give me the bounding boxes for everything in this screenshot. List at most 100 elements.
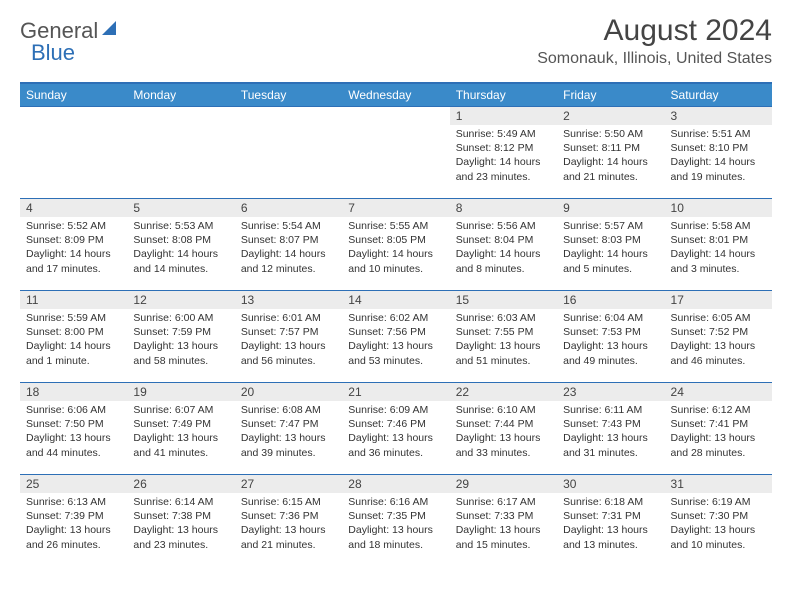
day-number: 26 bbox=[127, 475, 234, 493]
day-number: 28 bbox=[342, 475, 449, 493]
day-header: Saturday bbox=[665, 83, 772, 107]
calendar-day: 7Sunrise: 5:55 AMSunset: 8:05 PMDaylight… bbox=[342, 199, 449, 291]
day-details: Sunrise: 5:51 AMSunset: 8:10 PMDaylight:… bbox=[665, 125, 772, 188]
day-details: Sunrise: 6:14 AMSunset: 7:38 PMDaylight:… bbox=[127, 493, 234, 556]
logo-blue-line: Blue bbox=[32, 40, 75, 66]
day-details: Sunrise: 6:17 AMSunset: 7:33 PMDaylight:… bbox=[450, 493, 557, 556]
day-details: Sunrise: 5:54 AMSunset: 8:07 PMDaylight:… bbox=[235, 217, 342, 280]
day-number: 20 bbox=[235, 383, 342, 401]
day-header: Friday bbox=[557, 83, 664, 107]
calendar-day: 6Sunrise: 5:54 AMSunset: 8:07 PMDaylight… bbox=[235, 199, 342, 291]
day-header: Monday bbox=[127, 83, 234, 107]
day-details: Sunrise: 6:13 AMSunset: 7:39 PMDaylight:… bbox=[20, 493, 127, 556]
day-details: Sunrise: 6:01 AMSunset: 7:57 PMDaylight:… bbox=[235, 309, 342, 372]
day-number: 23 bbox=[557, 383, 664, 401]
day-details: Sunrise: 5:53 AMSunset: 8:08 PMDaylight:… bbox=[127, 217, 234, 280]
calendar-body: 1Sunrise: 5:49 AMSunset: 8:12 PMDaylight… bbox=[20, 107, 772, 567]
day-number: 2 bbox=[557, 107, 664, 125]
calendar-day: 23Sunrise: 6:11 AMSunset: 7:43 PMDayligh… bbox=[557, 383, 664, 475]
day-number: 1 bbox=[450, 107, 557, 125]
day-number: 16 bbox=[557, 291, 664, 309]
day-details: Sunrise: 6:09 AMSunset: 7:46 PMDaylight:… bbox=[342, 401, 449, 464]
calendar-day: 16Sunrise: 6:04 AMSunset: 7:53 PMDayligh… bbox=[557, 291, 664, 383]
day-details: Sunrise: 5:58 AMSunset: 8:01 PMDaylight:… bbox=[665, 217, 772, 280]
calendar-day: 19Sunrise: 6:07 AMSunset: 7:49 PMDayligh… bbox=[127, 383, 234, 475]
calendar-day: 31Sunrise: 6:19 AMSunset: 7:30 PMDayligh… bbox=[665, 475, 772, 567]
day-details: Sunrise: 5:50 AMSunset: 8:11 PMDaylight:… bbox=[557, 125, 664, 188]
calendar-day: 24Sunrise: 6:12 AMSunset: 7:41 PMDayligh… bbox=[665, 383, 772, 475]
calendar-day: 15Sunrise: 6:03 AMSunset: 7:55 PMDayligh… bbox=[450, 291, 557, 383]
day-details: Sunrise: 5:52 AMSunset: 8:09 PMDaylight:… bbox=[20, 217, 127, 280]
day-details: Sunrise: 5:49 AMSunset: 8:12 PMDaylight:… bbox=[450, 125, 557, 188]
day-details: Sunrise: 6:15 AMSunset: 7:36 PMDaylight:… bbox=[235, 493, 342, 556]
calendar-day: 3Sunrise: 5:51 AMSunset: 8:10 PMDaylight… bbox=[665, 107, 772, 199]
calendar-day: 11Sunrise: 5:59 AMSunset: 8:00 PMDayligh… bbox=[20, 291, 127, 383]
day-number: 31 bbox=[665, 475, 772, 493]
calendar-week: 1Sunrise: 5:49 AMSunset: 8:12 PMDaylight… bbox=[20, 107, 772, 199]
day-header: Sunday bbox=[20, 83, 127, 107]
calendar-empty bbox=[127, 107, 234, 199]
day-number: 18 bbox=[20, 383, 127, 401]
calendar-day: 28Sunrise: 6:16 AMSunset: 7:35 PMDayligh… bbox=[342, 475, 449, 567]
calendar-week: 25Sunrise: 6:13 AMSunset: 7:39 PMDayligh… bbox=[20, 475, 772, 567]
calendar-day: 10Sunrise: 5:58 AMSunset: 8:01 PMDayligh… bbox=[665, 199, 772, 291]
day-number: 19 bbox=[127, 383, 234, 401]
day-details: Sunrise: 5:56 AMSunset: 8:04 PMDaylight:… bbox=[450, 217, 557, 280]
calendar-table: SundayMondayTuesdayWednesdayThursdayFrid… bbox=[20, 82, 772, 567]
calendar-day: 13Sunrise: 6:01 AMSunset: 7:57 PMDayligh… bbox=[235, 291, 342, 383]
day-details: Sunrise: 6:08 AMSunset: 7:47 PMDaylight:… bbox=[235, 401, 342, 464]
day-number: 5 bbox=[127, 199, 234, 217]
calendar-day: 12Sunrise: 6:00 AMSunset: 7:59 PMDayligh… bbox=[127, 291, 234, 383]
calendar-day: 9Sunrise: 5:57 AMSunset: 8:03 PMDaylight… bbox=[557, 199, 664, 291]
calendar-day: 8Sunrise: 5:56 AMSunset: 8:04 PMDaylight… bbox=[450, 199, 557, 291]
day-number: 17 bbox=[665, 291, 772, 309]
calendar-empty bbox=[235, 107, 342, 199]
month-title: August 2024 bbox=[537, 14, 772, 48]
calendar-day: 20Sunrise: 6:08 AMSunset: 7:47 PMDayligh… bbox=[235, 383, 342, 475]
day-number: 14 bbox=[342, 291, 449, 309]
location: Somonauk, Illinois, United States bbox=[537, 50, 772, 68]
day-number: 9 bbox=[557, 199, 664, 217]
day-details: Sunrise: 6:18 AMSunset: 7:31 PMDaylight:… bbox=[557, 493, 664, 556]
calendar-head: SundayMondayTuesdayWednesdayThursdayFrid… bbox=[20, 83, 772, 107]
day-details: Sunrise: 6:00 AMSunset: 7:59 PMDaylight:… bbox=[127, 309, 234, 372]
day-details: Sunrise: 6:04 AMSunset: 7:53 PMDaylight:… bbox=[557, 309, 664, 372]
day-number: 7 bbox=[342, 199, 449, 217]
calendar-week: 11Sunrise: 5:59 AMSunset: 8:00 PMDayligh… bbox=[20, 291, 772, 383]
day-number: 30 bbox=[557, 475, 664, 493]
day-details: Sunrise: 6:02 AMSunset: 7:56 PMDaylight:… bbox=[342, 309, 449, 372]
calendar-day: 4Sunrise: 5:52 AMSunset: 8:09 PMDaylight… bbox=[20, 199, 127, 291]
calendar-day: 29Sunrise: 6:17 AMSunset: 7:33 PMDayligh… bbox=[450, 475, 557, 567]
day-number: 29 bbox=[450, 475, 557, 493]
calendar-week: 4Sunrise: 5:52 AMSunset: 8:09 PMDaylight… bbox=[20, 199, 772, 291]
logo-sail-icon bbox=[102, 20, 120, 43]
calendar-empty bbox=[20, 107, 127, 199]
day-header: Wednesday bbox=[342, 83, 449, 107]
day-details: Sunrise: 6:10 AMSunset: 7:44 PMDaylight:… bbox=[450, 401, 557, 464]
calendar-week: 18Sunrise: 6:06 AMSunset: 7:50 PMDayligh… bbox=[20, 383, 772, 475]
day-header: Tuesday bbox=[235, 83, 342, 107]
day-number: 15 bbox=[450, 291, 557, 309]
day-details: Sunrise: 6:05 AMSunset: 7:52 PMDaylight:… bbox=[665, 309, 772, 372]
day-number: 21 bbox=[342, 383, 449, 401]
day-number: 13 bbox=[235, 291, 342, 309]
calendar-day: 5Sunrise: 5:53 AMSunset: 8:08 PMDaylight… bbox=[127, 199, 234, 291]
calendar-day: 22Sunrise: 6:10 AMSunset: 7:44 PMDayligh… bbox=[450, 383, 557, 475]
calendar-day: 27Sunrise: 6:15 AMSunset: 7:36 PMDayligh… bbox=[235, 475, 342, 567]
day-details: Sunrise: 6:11 AMSunset: 7:43 PMDaylight:… bbox=[557, 401, 664, 464]
calendar-day: 14Sunrise: 6:02 AMSunset: 7:56 PMDayligh… bbox=[342, 291, 449, 383]
day-number: 11 bbox=[20, 291, 127, 309]
calendar-day: 21Sunrise: 6:09 AMSunset: 7:46 PMDayligh… bbox=[342, 383, 449, 475]
day-details: Sunrise: 6:03 AMSunset: 7:55 PMDaylight:… bbox=[450, 309, 557, 372]
day-number: 12 bbox=[127, 291, 234, 309]
day-number: 25 bbox=[20, 475, 127, 493]
day-details: Sunrise: 6:19 AMSunset: 7:30 PMDaylight:… bbox=[665, 493, 772, 556]
day-number: 6 bbox=[235, 199, 342, 217]
day-number: 3 bbox=[665, 107, 772, 125]
day-details: Sunrise: 6:07 AMSunset: 7:49 PMDaylight:… bbox=[127, 401, 234, 464]
day-details: Sunrise: 6:12 AMSunset: 7:41 PMDaylight:… bbox=[665, 401, 772, 464]
day-number: 24 bbox=[665, 383, 772, 401]
calendar-day: 18Sunrise: 6:06 AMSunset: 7:50 PMDayligh… bbox=[20, 383, 127, 475]
day-details: Sunrise: 6:06 AMSunset: 7:50 PMDaylight:… bbox=[20, 401, 127, 464]
day-number: 10 bbox=[665, 199, 772, 217]
